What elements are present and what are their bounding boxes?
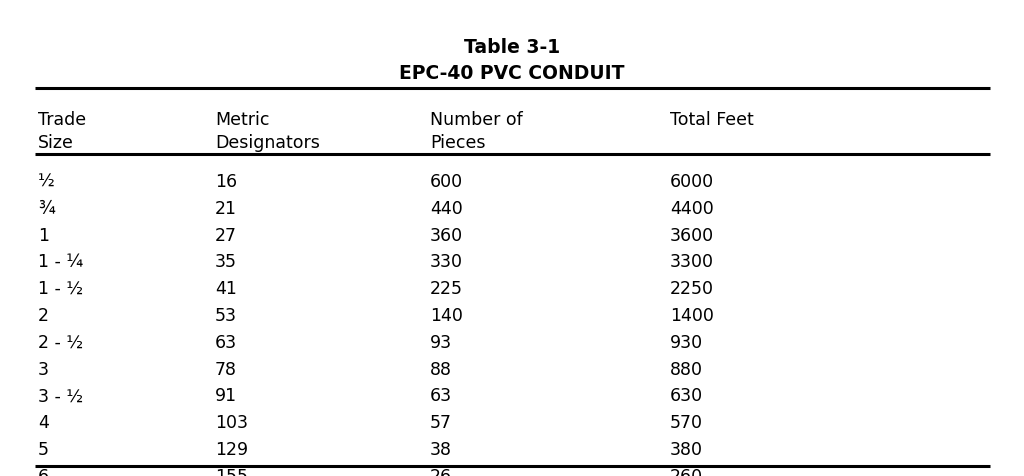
Text: Total Feet: Total Feet <box>670 111 754 129</box>
Text: Table 3-1: Table 3-1 <box>464 38 560 57</box>
Text: 360: 360 <box>430 227 463 245</box>
Text: ½: ½ <box>38 173 54 191</box>
Text: 63: 63 <box>430 387 453 406</box>
Text: EPC-40 PVC CONDUIT: EPC-40 PVC CONDUIT <box>399 64 625 83</box>
Text: 2 - ½: 2 - ½ <box>38 334 83 352</box>
Text: 41: 41 <box>215 280 237 298</box>
Text: 3600: 3600 <box>670 227 714 245</box>
Text: Designators: Designators <box>215 134 319 152</box>
Text: 1 - ¼: 1 - ¼ <box>38 253 83 271</box>
Text: 6: 6 <box>38 468 49 476</box>
Text: 88: 88 <box>430 361 452 378</box>
Text: 155: 155 <box>215 468 248 476</box>
Text: 91: 91 <box>215 387 238 406</box>
Text: Number of: Number of <box>430 111 522 129</box>
Text: 38: 38 <box>430 441 452 459</box>
Text: 53: 53 <box>215 307 237 325</box>
Text: 4: 4 <box>38 414 49 432</box>
Text: 27: 27 <box>215 227 237 245</box>
Text: 260: 260 <box>670 468 703 476</box>
Text: Metric: Metric <box>215 111 269 129</box>
Text: 78: 78 <box>215 361 237 378</box>
Text: 1 - ½: 1 - ½ <box>38 280 83 298</box>
Text: 35: 35 <box>215 253 237 271</box>
Text: Pieces: Pieces <box>430 134 485 152</box>
Text: 600: 600 <box>430 173 463 191</box>
Text: 63: 63 <box>215 334 238 352</box>
Text: 21: 21 <box>215 200 237 218</box>
Text: 1400: 1400 <box>670 307 714 325</box>
Text: 440: 440 <box>430 200 463 218</box>
Text: 93: 93 <box>430 334 453 352</box>
Text: 3300: 3300 <box>670 253 714 271</box>
Text: 880: 880 <box>670 361 703 378</box>
Text: Size: Size <box>38 134 74 152</box>
Text: 380: 380 <box>670 441 703 459</box>
Text: 103: 103 <box>215 414 248 432</box>
Text: 16: 16 <box>215 173 238 191</box>
Text: ¾: ¾ <box>38 200 55 218</box>
Text: 3: 3 <box>38 361 49 378</box>
Text: 1: 1 <box>38 227 49 245</box>
Text: 930: 930 <box>670 334 703 352</box>
Text: 2250: 2250 <box>670 280 714 298</box>
Text: 570: 570 <box>670 414 703 432</box>
Text: 57: 57 <box>430 414 452 432</box>
Text: 5: 5 <box>38 441 49 459</box>
Text: Trade: Trade <box>38 111 86 129</box>
Text: 6000: 6000 <box>670 173 714 191</box>
Text: 129: 129 <box>215 441 248 459</box>
Text: 140: 140 <box>430 307 463 325</box>
Text: 330: 330 <box>430 253 463 271</box>
Text: 4400: 4400 <box>670 200 714 218</box>
Text: 3 - ½: 3 - ½ <box>38 387 83 406</box>
Text: 630: 630 <box>670 387 703 406</box>
Text: 225: 225 <box>430 280 463 298</box>
Text: 26: 26 <box>430 468 453 476</box>
Text: 2: 2 <box>38 307 49 325</box>
